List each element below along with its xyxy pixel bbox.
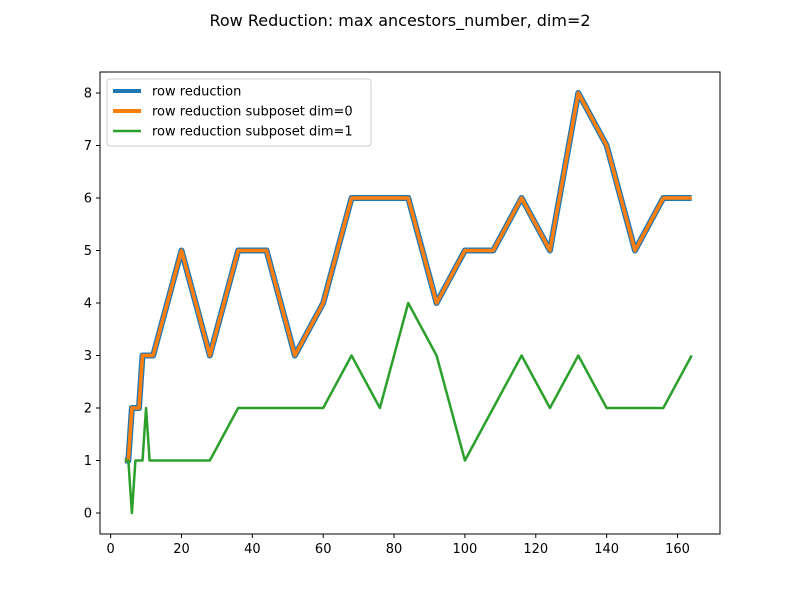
y-tick-label: 7 — [84, 139, 92, 154]
y-tick-label: 5 — [84, 244, 92, 259]
plot-area — [100, 72, 720, 534]
x-tick-label: 100 — [453, 542, 478, 557]
legend: row reduction row reduction subposet dim… — [106, 78, 372, 147]
x-tick-label: 60 — [315, 542, 332, 557]
legend-box — [106, 78, 372, 147]
x-tick-label: 0 — [106, 542, 114, 557]
y-tick-label: 1 — [84, 454, 92, 469]
y-axis-ticks: 0 1 2 3 4 5 6 7 8 — [84, 87, 100, 522]
y-tick-label: 0 — [84, 507, 92, 522]
x-axis-ticks: 0 20 40 60 80 100 120 140 160 — [106, 534, 690, 557]
x-tick-label: 80 — [386, 542, 403, 557]
x-tick-label: 20 — [173, 542, 190, 557]
x-tick-label: 140 — [594, 542, 619, 557]
x-tick-label: 40 — [244, 542, 261, 557]
legend-label-row-reduction: row reduction — [152, 85, 241, 100]
chart-title: Row Reduction: max ancestors_number, dim… — [209, 11, 590, 31]
y-tick-label: 6 — [84, 192, 92, 207]
series-line-subposet-dim0 — [124, 91, 692, 463]
legend-label-subposet-dim0: row reduction subposet dim=0 — [152, 105, 353, 120]
x-tick-label: 120 — [523, 542, 548, 557]
x-tick-label: 160 — [665, 542, 690, 557]
y-tick-label: 8 — [84, 87, 92, 102]
y-tick-label: 4 — [84, 297, 92, 312]
legend-label-subposet-dim1: row reduction subposet dim=1 — [152, 125, 353, 140]
series-line-subposet-dim1 — [124, 301, 693, 515]
y-tick-label: 2 — [84, 402, 92, 417]
series-lines — [124, 90, 693, 515]
y-tick-label: 3 — [84, 349, 92, 364]
